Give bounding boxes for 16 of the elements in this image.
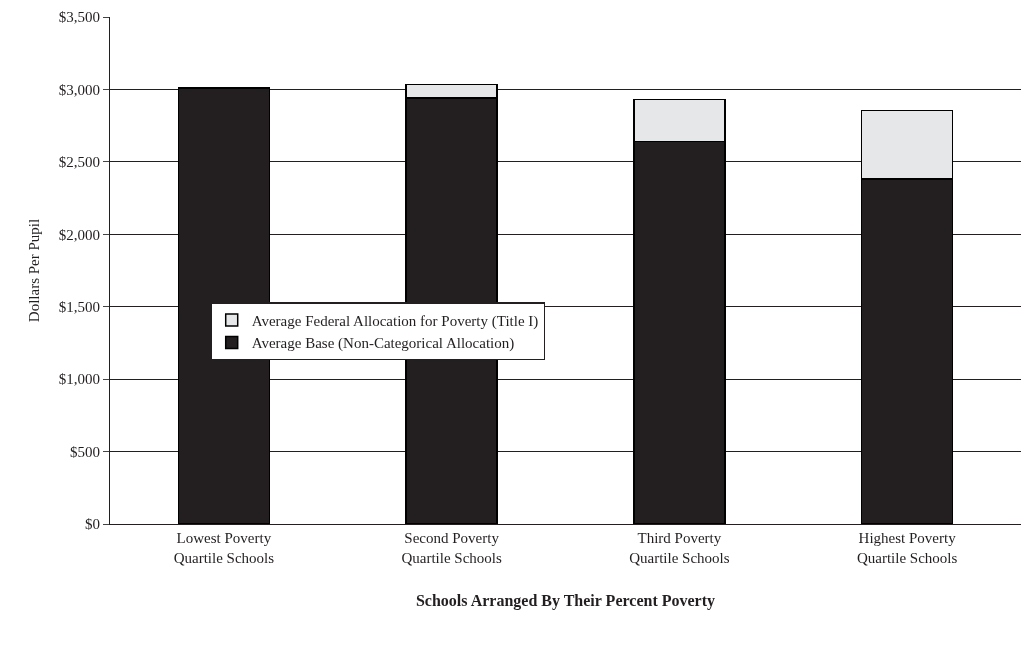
y-tick-label: $2,500 bbox=[58, 154, 100, 171]
legend-label: Average Base (Non-Categorical Allocation) bbox=[251, 335, 515, 353]
y-axis-title: Dollars Per Pupil bbox=[26, 218, 42, 323]
y-tick-label: $2,000 bbox=[58, 226, 100, 243]
y-tick-label: $0 bbox=[85, 516, 100, 533]
y-tick-label: $3,000 bbox=[58, 81, 100, 98]
y-tick-label: $1,500 bbox=[58, 298, 100, 315]
x-tick-label: Third Poverty Quartile Schools bbox=[629, 530, 730, 566]
x-tick-label: Lowest Poverty Quartile Schools bbox=[173, 530, 275, 566]
x-tick-label: Second Poverty Quartile Schools bbox=[401, 530, 502, 566]
x-axis-title: Schools Arranged By Their Percent Poverty bbox=[415, 592, 716, 611]
legend-label: Average Federal Allocation for Poverty (Title I) bbox=[251, 312, 539, 330]
y-tick-label: $3,500 bbox=[58, 9, 100, 26]
y-tick-label: $500 bbox=[70, 443, 100, 460]
y-tick-label: $1,000 bbox=[58, 371, 100, 388]
x-tick-label: Highest Poverty Quartile Schools bbox=[856, 530, 958, 566]
